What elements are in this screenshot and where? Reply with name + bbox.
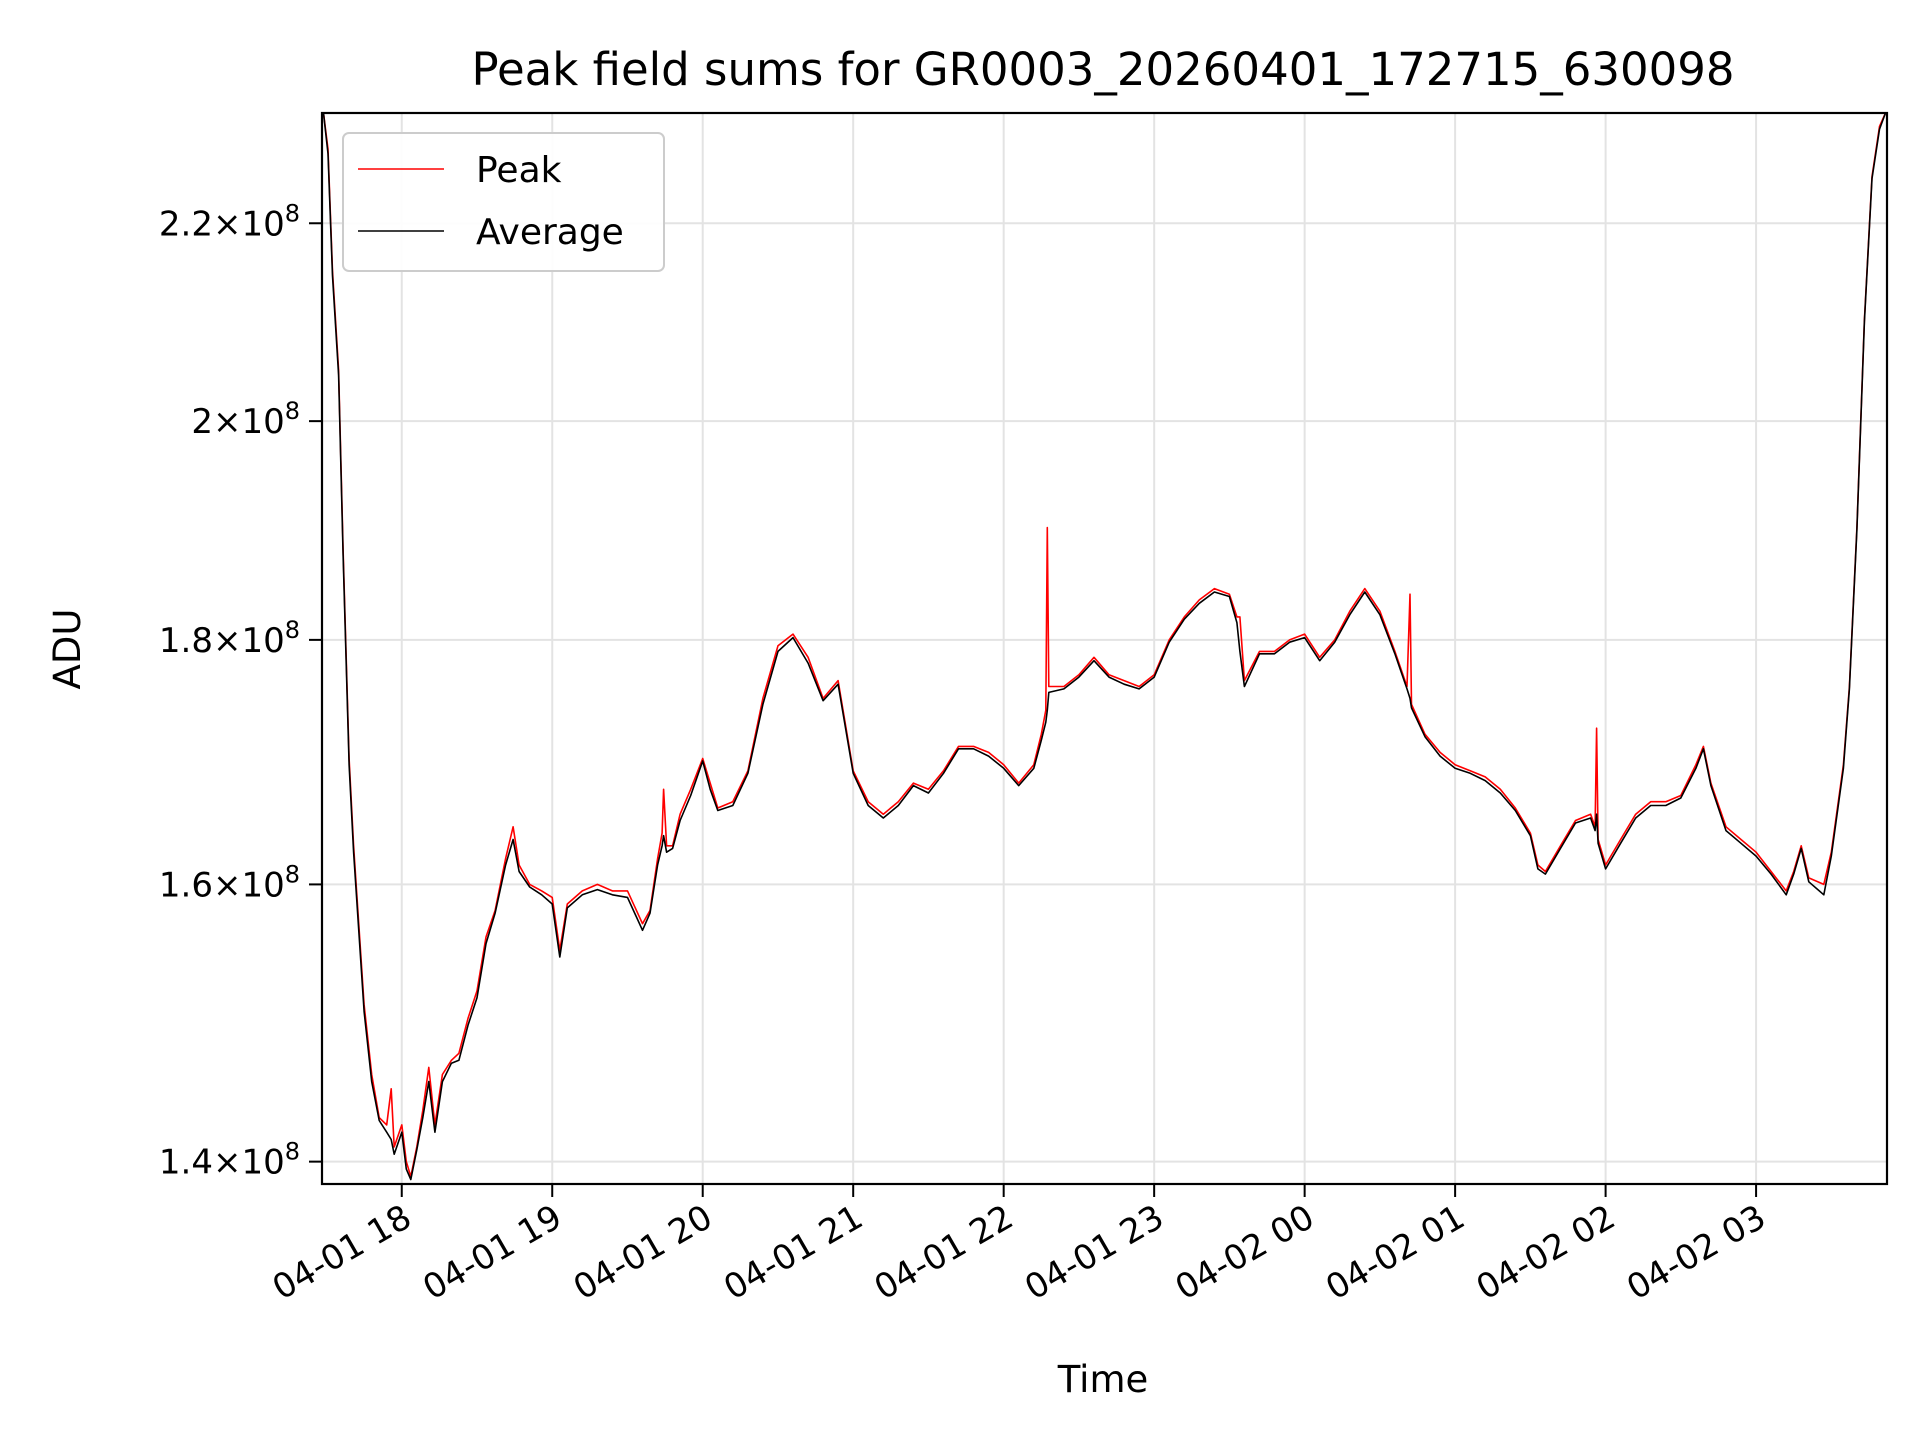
y-tick-exponent: 8 [285, 199, 300, 227]
plot-frame [320, 111, 1889, 1186]
y-tick-exponent: 8 [285, 616, 300, 644]
y-tick-label: 1.6×108 [159, 860, 300, 905]
series-line-average [322, 112, 1887, 1181]
y-tick-mantissa: 1.8 [159, 621, 213, 661]
y-tick-times: × [213, 204, 242, 244]
y-tick-label: 2×108 [191, 397, 300, 442]
y-tick-base: 10 [241, 204, 284, 244]
y-tick-base: 10 [241, 621, 284, 661]
y-tick-mantissa: 1.6 [159, 865, 213, 905]
y-axis-label: ADU [46, 609, 89, 690]
plot-area [322, 112, 1887, 1181]
legend-average-label: Average [476, 212, 624, 253]
y-tick-times: × [213, 621, 242, 661]
legend: Peak Average [342, 132, 665, 272]
y-tick-times: × [213, 402, 242, 442]
y-tick-times: × [213, 865, 242, 905]
y-tick-exponent: 8 [285, 860, 300, 888]
y-tick-times: × [213, 1143, 242, 1183]
y-tick-mantissa: 2 [191, 402, 213, 442]
y-tick-base: 10 [241, 865, 284, 905]
y-tick-label: 2.2×108 [159, 199, 300, 244]
y-tick-base: 10 [241, 1143, 284, 1183]
y-tick-base: 10 [241, 402, 284, 442]
gridlines [322, 113, 1887, 1184]
y-tick-mantissa: 1.4 [159, 1143, 213, 1183]
chart-title: Peak field sums for GR0003_20260401_1727… [471, 43, 1734, 96]
y-tick-label: 1.4×108 [159, 1138, 300, 1183]
legend-peak-label: Peak [476, 150, 562, 191]
y-tick-mantissa: 2.2 [159, 204, 213, 244]
y-tick-exponent: 8 [285, 397, 300, 425]
x-axis-label: Time [1057, 1358, 1149, 1401]
y-tick-label: 1.8×108 [159, 616, 300, 661]
y-tick-exponent: 8 [285, 1138, 300, 1166]
series-line-peak [322, 112, 1887, 1178]
legend-box [342, 132, 665, 272]
